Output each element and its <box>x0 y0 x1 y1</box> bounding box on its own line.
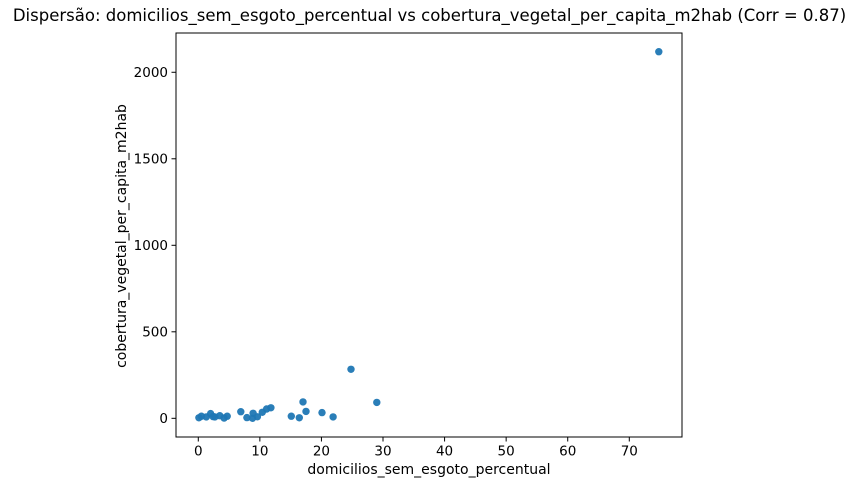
x-tick-label: 60 <box>559 444 576 460</box>
y-tick-label: 2000 <box>134 65 168 81</box>
data-point <box>295 414 303 422</box>
data-point <box>287 412 295 420</box>
x-axis-label: domicilios_sem_esgoto_percentual <box>307 462 551 478</box>
data-point <box>243 413 251 422</box>
x-tick-label: 20 <box>313 444 330 460</box>
x-tick-label: 50 <box>498 444 515 460</box>
y-tick-label: 500 <box>142 325 168 341</box>
data-point <box>302 407 310 416</box>
chart-title: Dispersão: domicilios_sem_esgoto_percent… <box>12 6 847 25</box>
data-point <box>267 404 275 412</box>
data-point <box>655 48 663 56</box>
data-point <box>223 412 231 420</box>
y-tick-label: 0 <box>159 411 168 427</box>
data-point <box>318 408 326 417</box>
y-tick-label: 1000 <box>134 238 168 254</box>
y-axis-label: cobertura_vegetal_per_capita_m2hab <box>114 104 130 368</box>
data-point <box>253 413 262 421</box>
axes-frame <box>175 32 683 438</box>
data-point <box>237 408 245 416</box>
data-point <box>299 398 307 406</box>
data-point <box>373 398 381 407</box>
x-tick-label: 40 <box>436 444 453 460</box>
data-point <box>347 365 355 373</box>
y-tick-label: 1500 <box>134 152 168 168</box>
x-tick-label: 30 <box>374 444 391 460</box>
data-point <box>329 413 337 421</box>
x-tick-label: 10 <box>251 444 268 460</box>
x-tick-label: 70 <box>621 444 638 460</box>
x-tick-label: 0 <box>194 444 203 460</box>
